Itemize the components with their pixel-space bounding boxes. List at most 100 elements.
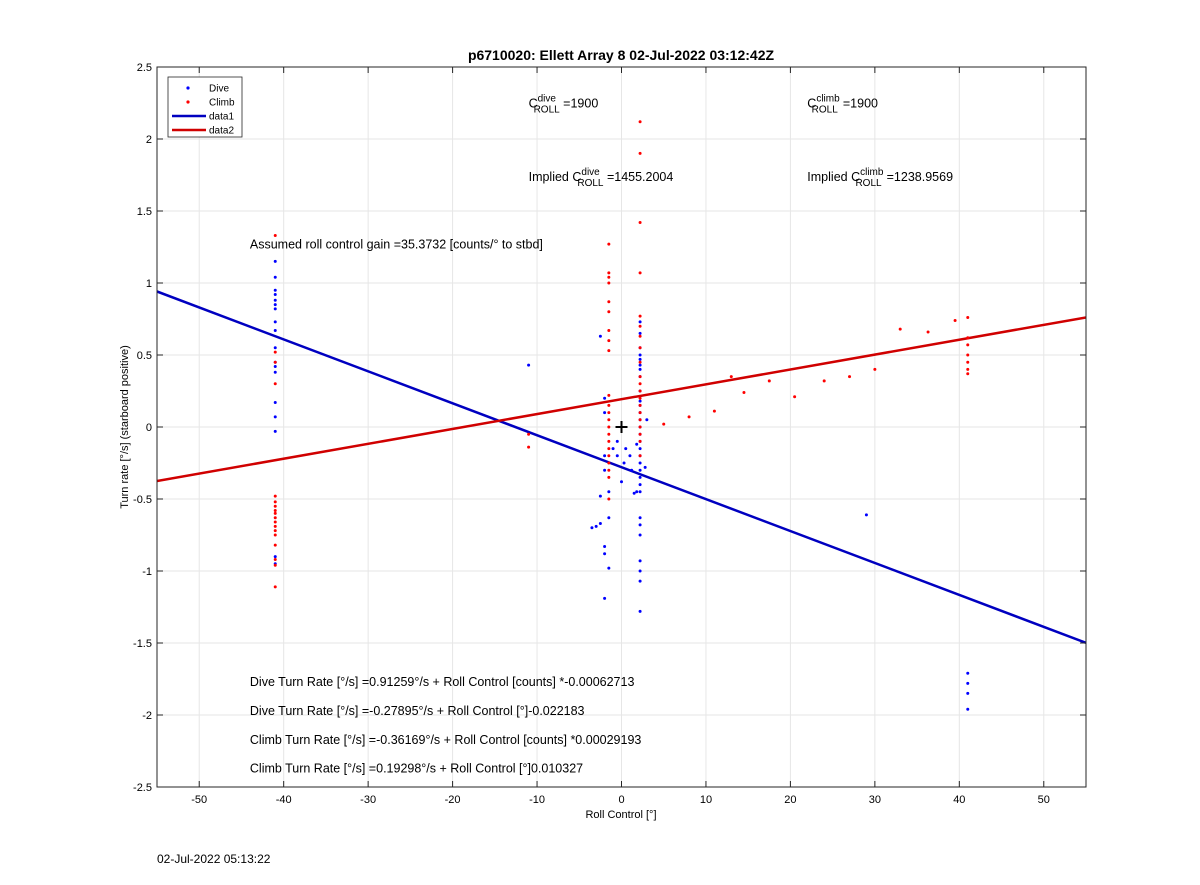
dive-point xyxy=(273,429,277,433)
climb-point xyxy=(638,389,642,393)
dive-point xyxy=(966,681,970,685)
dive-point xyxy=(638,516,642,520)
dive-point xyxy=(630,468,634,472)
dive-point xyxy=(624,447,628,451)
dive-point xyxy=(638,363,642,367)
y-tick-label: 2 xyxy=(146,134,152,146)
climb-point xyxy=(607,281,611,285)
dive-point xyxy=(273,288,277,292)
climb-point xyxy=(273,382,277,386)
dive-point xyxy=(638,357,642,361)
y-tick-label: 0 xyxy=(146,422,152,434)
climb-point xyxy=(607,475,611,479)
climb-point xyxy=(273,516,277,520)
grid xyxy=(157,66,1086,788)
climb-point xyxy=(273,557,277,561)
dive-point xyxy=(603,468,607,472)
climb-point xyxy=(662,422,666,426)
chart-title: p6710020: Ellett Array 8 02-Jul-2022 03:… xyxy=(468,47,775,63)
legend-label: Climb xyxy=(209,98,235,109)
dive-point xyxy=(966,671,970,675)
fit-line-data2 xyxy=(157,316,1086,483)
climb-point xyxy=(638,439,642,443)
dive-point xyxy=(273,415,277,419)
dive-point xyxy=(273,555,277,559)
climb-point xyxy=(873,367,877,371)
print-timestamp: 02-Jul-2022 05:13:22 xyxy=(157,852,271,866)
climb-point xyxy=(607,329,611,333)
climb-point xyxy=(607,461,611,465)
legend: Dive Climb data1 data2 xyxy=(167,76,243,138)
climb-point xyxy=(638,432,642,436)
climb-point xyxy=(926,330,930,334)
climb-point xyxy=(953,318,957,322)
climb-point xyxy=(607,339,611,343)
dive-point xyxy=(598,334,602,338)
climb-point xyxy=(273,500,277,504)
climb-point xyxy=(638,418,642,422)
dive-point xyxy=(622,461,626,465)
climb-point xyxy=(273,585,277,589)
dive-point xyxy=(273,307,277,311)
dive-point xyxy=(603,454,607,458)
dive-point xyxy=(638,331,642,335)
legend-item-climb: Climb xyxy=(186,98,235,109)
y-tick-label: -1 xyxy=(142,566,152,578)
annotation-climb-eq-counts: Climb Turn Rate [°/s] =-0.36169°/s + Rol… xyxy=(250,733,642,747)
climb-point xyxy=(273,533,277,537)
dive-point xyxy=(273,365,277,369)
dive-point xyxy=(603,596,607,600)
climb-point xyxy=(638,360,642,364)
climb-point xyxy=(898,327,902,331)
climb-point xyxy=(822,379,826,383)
dive-point xyxy=(966,707,970,711)
legend-box xyxy=(167,76,243,138)
climb-point xyxy=(273,563,277,567)
annotation-dive-eq-deg: Dive Turn Rate [°/s] =-0.27895°/s + Roll… xyxy=(250,704,585,718)
dive-point xyxy=(638,399,642,403)
climb-point xyxy=(607,349,611,353)
dive-point xyxy=(645,418,649,422)
climb-point xyxy=(638,411,642,415)
dive-point xyxy=(638,579,642,583)
climb-point xyxy=(638,334,642,338)
annotation-c-climb: Cclimb ROLL =1900 xyxy=(807,93,878,115)
dive-point xyxy=(620,480,623,484)
y-tick-label: -1.5 xyxy=(133,638,152,650)
dive-point xyxy=(615,439,619,443)
y-tick-label: 2.5 xyxy=(137,62,152,74)
dive-point xyxy=(638,447,642,451)
climb-point xyxy=(273,529,277,533)
dive-point xyxy=(598,521,602,525)
climb-point xyxy=(607,439,611,443)
climb-point xyxy=(273,504,277,508)
dive-point xyxy=(638,367,642,371)
legend-label: Dive xyxy=(209,84,229,95)
dive-point xyxy=(273,329,277,333)
x-tick-label: -40 xyxy=(276,794,292,806)
dive-point xyxy=(603,411,607,415)
legend-marker xyxy=(186,86,190,90)
x-tick-label: -20 xyxy=(445,794,461,806)
dive-point xyxy=(273,259,277,263)
climb-point xyxy=(793,395,797,399)
origin-plus-marker xyxy=(615,421,628,433)
dive-point xyxy=(273,370,277,374)
x-tick-label: 0 xyxy=(618,794,624,806)
climb-point xyxy=(966,372,970,376)
y-tick-label: -2.5 xyxy=(133,782,152,794)
climb-point xyxy=(607,411,611,415)
dive-point xyxy=(615,454,619,458)
x-tick-label: -30 xyxy=(360,794,376,806)
legend-item-data2: data2 xyxy=(172,126,234,137)
climb-point xyxy=(638,425,642,429)
climb-point xyxy=(742,390,746,394)
dive-point xyxy=(590,526,594,530)
dive-point xyxy=(603,396,607,400)
y-tick-label: 0.5 xyxy=(137,350,152,362)
legend-label: data2 xyxy=(209,126,234,137)
dive-point xyxy=(638,483,642,487)
dive-point xyxy=(638,353,642,357)
climb-point xyxy=(607,497,611,501)
climb-point xyxy=(966,367,970,371)
